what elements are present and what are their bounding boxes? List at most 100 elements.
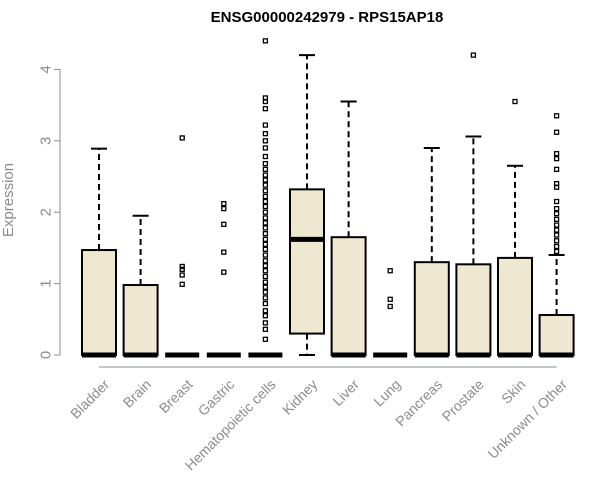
outlier-point bbox=[262, 268, 269, 274]
x-tick-label: Prostate bbox=[439, 376, 487, 424]
outlier-point bbox=[262, 172, 269, 178]
outlier-point bbox=[262, 203, 269, 210]
outlier-point bbox=[221, 249, 227, 255]
outlier-point bbox=[262, 336, 269, 342]
outlier-point bbox=[262, 177, 269, 183]
box-8 bbox=[413, 146, 450, 358]
outlier-point bbox=[179, 135, 185, 141]
y-tick-label: 0 bbox=[38, 351, 55, 359]
outlier-point bbox=[262, 246, 269, 252]
outlier-point bbox=[262, 166, 269, 173]
box-1 bbox=[122, 214, 159, 358]
outlier-point bbox=[387, 296, 393, 302]
outlier-point bbox=[512, 98, 518, 105]
box-5 bbox=[289, 54, 325, 356]
y-tick-label: 3 bbox=[38, 137, 55, 145]
x-tick-label: Brain bbox=[120, 376, 154, 410]
box-rect bbox=[538, 314, 575, 356]
outlier-point bbox=[553, 222, 560, 228]
box-7 bbox=[373, 268, 408, 358]
outlier-point bbox=[262, 320, 269, 326]
outlier-point bbox=[262, 252, 269, 258]
outlier-point bbox=[262, 220, 269, 226]
outlier-point bbox=[262, 38, 269, 44]
x-tick-label: Breast bbox=[156, 376, 196, 416]
boxes-group bbox=[81, 38, 575, 358]
outlier-point bbox=[262, 106, 269, 112]
outlier-point bbox=[179, 281, 185, 287]
x-tick-label: Liver bbox=[329, 376, 362, 409]
outlier-point bbox=[179, 272, 185, 278]
box-rect bbox=[289, 188, 325, 335]
outlier-point bbox=[553, 155, 560, 162]
box-rect bbox=[122, 284, 159, 357]
outlier-point bbox=[221, 221, 227, 227]
outlier-point bbox=[221, 200, 227, 207]
y-axis-label: Expression bbox=[0, 163, 17, 237]
box-rect bbox=[413, 261, 450, 356]
outlier-point bbox=[553, 248, 560, 255]
outlier-point bbox=[553, 216, 560, 222]
outlier-point bbox=[262, 95, 269, 101]
outlier-point bbox=[262, 308, 269, 314]
outlier-point bbox=[470, 52, 477, 58]
outlier-point bbox=[553, 198, 560, 205]
box-9 bbox=[455, 52, 492, 358]
outlier-point bbox=[221, 269, 227, 275]
outlier-point bbox=[387, 303, 393, 310]
box-rect bbox=[497, 256, 533, 356]
x-tick-label: Skin bbox=[498, 376, 529, 407]
outlier-point bbox=[179, 263, 185, 270]
outlier-point bbox=[553, 129, 560, 135]
outlier-point bbox=[262, 279, 269, 285]
outlier-point bbox=[262, 295, 269, 301]
outlier-point bbox=[553, 166, 560, 173]
x-tick-label: Lung bbox=[370, 376, 403, 409]
box-6 bbox=[330, 100, 367, 358]
outlier-point bbox=[553, 227, 560, 233]
box-4 bbox=[248, 38, 283, 358]
outlier-point bbox=[262, 188, 269, 194]
outlier-point bbox=[262, 193, 269, 200]
outlier-point bbox=[262, 225, 269, 231]
outlier-point bbox=[221, 205, 227, 212]
outlier-point bbox=[179, 266, 185, 272]
outlier-point bbox=[553, 210, 560, 217]
outlier-point bbox=[262, 241, 269, 247]
outlier-point bbox=[262, 138, 269, 144]
outlier-point bbox=[262, 263, 269, 269]
box-rect bbox=[81, 249, 117, 357]
x-tick-label: Bladder bbox=[67, 376, 113, 422]
y-tick-label: 1 bbox=[38, 279, 55, 287]
outlier-point bbox=[553, 113, 560, 119]
axes: 0 1 2 3 4 bbox=[38, 65, 557, 368]
outlier-point bbox=[262, 230, 269, 237]
outlier-point bbox=[553, 205, 560, 212]
outlier-point bbox=[553, 180, 560, 187]
outlier-point bbox=[262, 160, 269, 167]
box-3 bbox=[206, 200, 241, 358]
x-tick-label: Unknown / Other bbox=[484, 376, 570, 462]
outlier-point bbox=[262, 209, 269, 215]
y-tick-label: 4 bbox=[38, 65, 55, 73]
outlier-point bbox=[262, 145, 269, 151]
outlier-point bbox=[262, 326, 269, 332]
outlier-point bbox=[262, 198, 269, 205]
box-10 bbox=[497, 98, 533, 358]
outlier-point bbox=[262, 182, 269, 188]
box-rect bbox=[455, 263, 492, 356]
outlier-point bbox=[262, 153, 269, 160]
outlier-point bbox=[262, 300, 269, 307]
outlier-point bbox=[262, 236, 269, 242]
outlier-point bbox=[262, 284, 269, 290]
outlier-point bbox=[553, 238, 560, 244]
outlier-point bbox=[553, 243, 560, 250]
y-tick-label: 2 bbox=[38, 208, 55, 216]
outlier-point bbox=[262, 131, 269, 137]
chart-title: ENSG00000242979 - RPS15AP18 bbox=[211, 9, 444, 26]
box-0 bbox=[81, 147, 117, 358]
outlier-point bbox=[262, 313, 269, 319]
outlier-point bbox=[262, 273, 269, 280]
